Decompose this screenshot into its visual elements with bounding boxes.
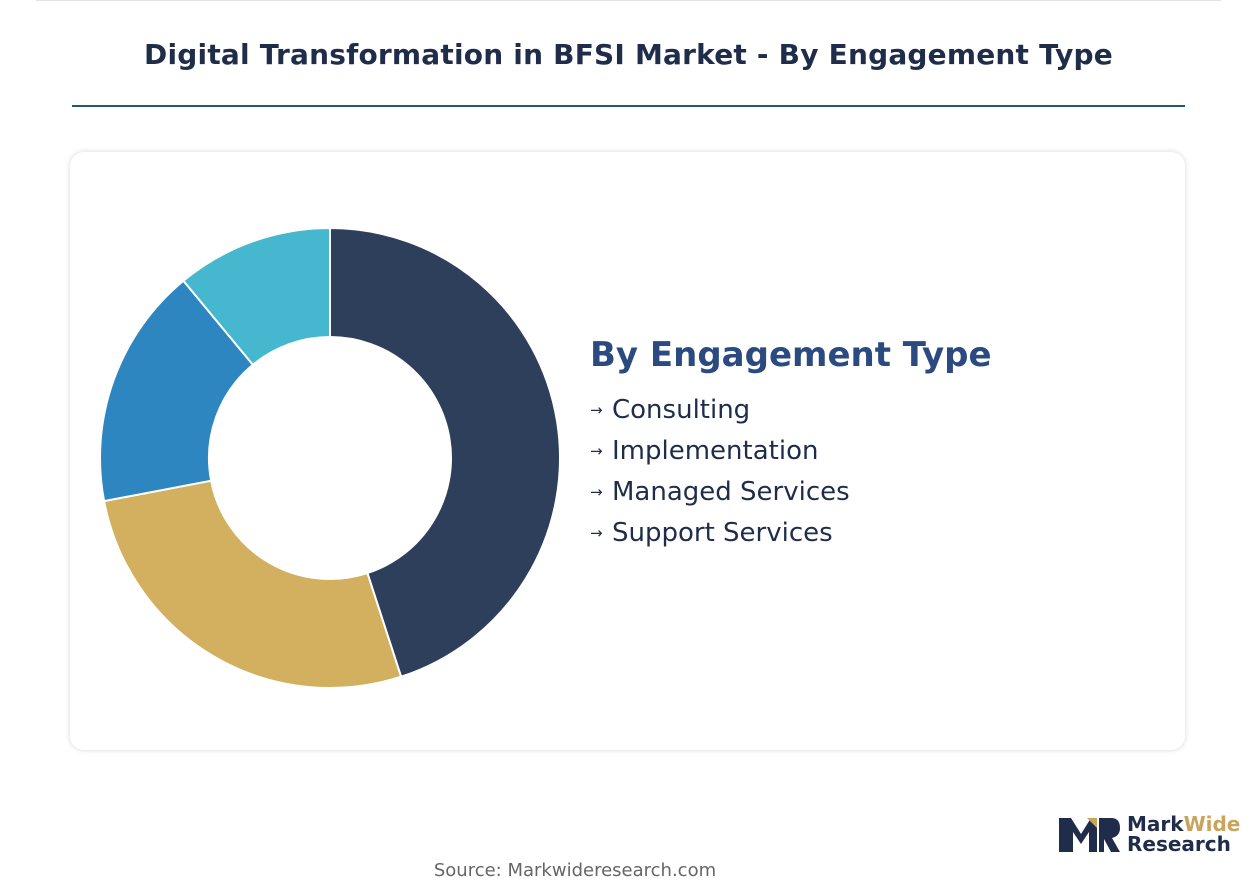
logo-text-mark: Mark <box>1127 812 1184 836</box>
logo-text-wide: Wide <box>1183 812 1241 836</box>
arrow-right-icon: → <box>590 400 603 419</box>
legend-item-support-services: → Support Services <box>590 512 992 553</box>
donut-chart <box>99 226 561 689</box>
chart-card: By Engagement Type → Consulting → Implem… <box>70 152 1185 750</box>
logo-text-research: Research <box>1127 832 1231 856</box>
top-rule <box>36 0 1221 1</box>
legend-item-implementation: → Implementation <box>590 430 992 471</box>
donut-slice-support-services <box>181 226 331 367</box>
page-title: Digital Transformation in BFSI Market - … <box>144 38 1113 71</box>
title-divider <box>72 105 1185 107</box>
legend-item-managed-services: → Managed Services <box>590 471 992 512</box>
legend-label: Managed Services <box>612 476 850 507</box>
legend-heading: By Engagement Type <box>590 335 992 375</box>
source-note: Source: Markwideresearch.com <box>433 860 717 881</box>
donut-slice-managed-services <box>99 279 255 503</box>
legend-label: Implementation <box>612 435 819 466</box>
legend: By Engagement Type → Consulting → Implem… <box>590 335 992 553</box>
markwide-logo-icon <box>1059 818 1120 852</box>
arrow-right-icon: → <box>590 482 603 501</box>
donut-slice-implementation <box>102 479 403 689</box>
arrow-right-icon: → <box>590 441 603 460</box>
logo-text: MarkWide Research <box>1127 814 1240 854</box>
arrow-right-icon: → <box>590 523 603 542</box>
donut-slice-consulting <box>329 226 561 679</box>
legend-label: Consulting <box>612 394 751 425</box>
legend-label: Support Services <box>612 517 833 548</box>
markwide-logo: MarkWide Research <box>1057 814 1242 856</box>
legend-item-consulting: → Consulting <box>590 389 992 430</box>
